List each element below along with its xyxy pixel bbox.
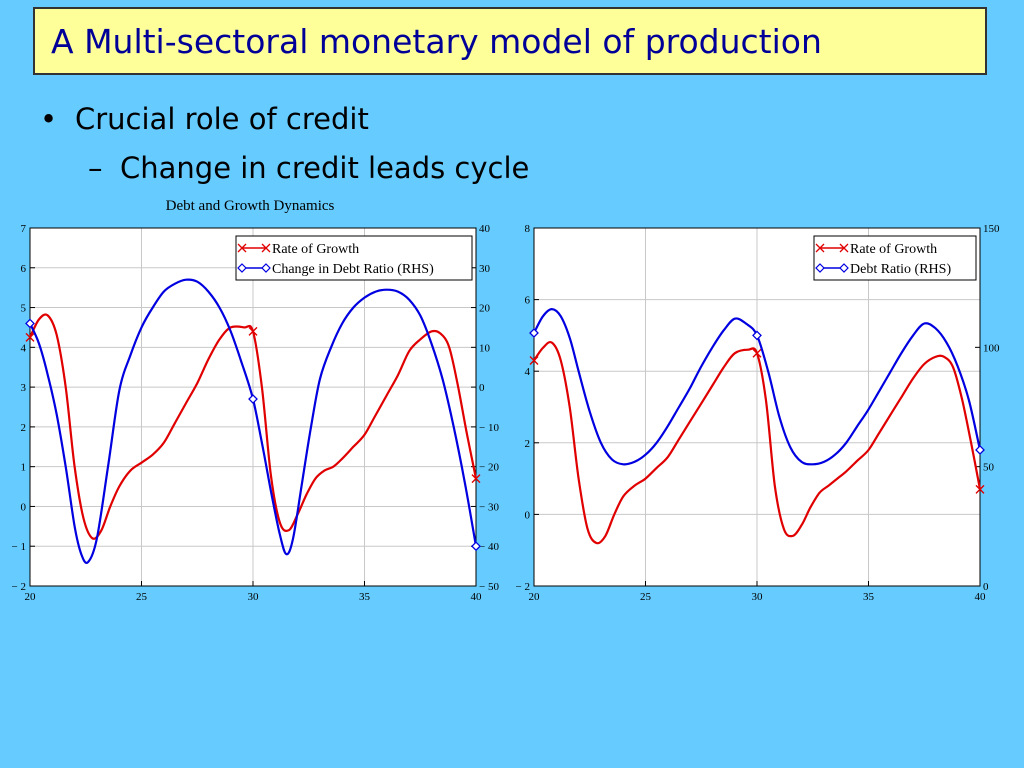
x-tick-label: 25 xyxy=(640,591,652,603)
data-point-marker xyxy=(752,330,762,341)
series-line xyxy=(533,307,982,466)
y-tick-label: 7 xyxy=(21,223,27,235)
x-tick-label: 40 xyxy=(975,591,987,603)
x-tick-label: 35 xyxy=(863,591,875,603)
y-right-tick-label: 150 xyxy=(983,223,1000,235)
legend-label: Rate of Growth xyxy=(272,242,359,257)
y-right-tick-label: 50 xyxy=(983,462,995,474)
figure-title: Debt and Growth Dynamics xyxy=(165,198,335,214)
legend-box xyxy=(235,235,473,281)
data-point-marker xyxy=(25,318,35,329)
x-tick-label: 25 xyxy=(136,591,148,603)
legend-label: Rate of Growth xyxy=(850,242,937,257)
y-right-tick-label: − 40 xyxy=(479,541,499,553)
y-tick-label: 2 xyxy=(525,438,531,450)
legend-label: Debt Ratio (RHS) xyxy=(850,262,951,277)
y-tick-label: 0 xyxy=(21,501,27,513)
data-point-marker xyxy=(975,445,985,455)
legend-marker xyxy=(237,243,247,253)
y-right-tick-label: 10 xyxy=(479,342,491,354)
y-tick-label: − 2 xyxy=(516,581,530,593)
y-tick-label: 5 xyxy=(21,303,27,315)
sub-bullet-text: Change in credit leads cycle xyxy=(120,151,530,185)
legend-label: Change in Debt Ratio (RHS) xyxy=(272,262,434,277)
x-tick-label: 30 xyxy=(752,591,764,603)
data-point-marker xyxy=(471,474,481,484)
title-box: A Multi-sectoral monetary model of produ… xyxy=(33,7,987,75)
y-right-tick-label: 0 xyxy=(479,382,485,394)
y-tick-label: − 2 xyxy=(12,581,26,593)
y-tick-label: 4 xyxy=(21,342,27,354)
y-right-tick-label: 100 xyxy=(983,342,1000,354)
y-right-tick-label: 30 xyxy=(479,263,491,275)
legend-marker xyxy=(815,263,825,273)
y-tick-label: 6 xyxy=(21,263,27,275)
x-tick-label: 40 xyxy=(471,591,483,603)
y-right-tick-label: − 50 xyxy=(479,581,499,593)
data-point-marker xyxy=(529,355,539,365)
sub-bullet-marker: – xyxy=(88,151,103,185)
slide-title: A Multi-sectoral monetary model of produ… xyxy=(51,22,822,61)
y-right-tick-label: 20 xyxy=(479,303,491,315)
y-tick-label: − 1 xyxy=(12,541,26,553)
data-point-marker xyxy=(975,484,985,494)
legend-box xyxy=(813,235,977,281)
series-line xyxy=(533,341,982,545)
data-point-marker xyxy=(752,348,762,358)
legend-marker xyxy=(261,263,271,273)
data-point-marker xyxy=(25,332,35,342)
data-point-marker xyxy=(248,326,258,336)
y-tick-label: 8 xyxy=(525,223,531,235)
y-tick-label: 2 xyxy=(21,422,27,434)
y-right-tick-label: − 30 xyxy=(479,501,499,513)
legend-marker xyxy=(815,243,825,253)
sub-bullet-item: – Change in credit leads cycle xyxy=(88,151,529,185)
y-tick-label: 1 xyxy=(21,462,27,474)
x-tick-label: 20 xyxy=(529,591,541,603)
y-tick-label: 4 xyxy=(525,366,531,378)
y-right-tick-label: − 10 xyxy=(479,422,499,434)
bullet-item: • Crucial role of credit xyxy=(40,102,369,136)
y-right-tick-label: 40 xyxy=(479,223,491,235)
bullet-marker: • xyxy=(40,102,58,136)
x-tick-label: 30 xyxy=(248,591,260,603)
legend-marker xyxy=(839,263,849,273)
y-tick-label: 6 xyxy=(525,295,531,307)
bullet-text: Crucial role of credit xyxy=(75,102,369,136)
y-tick-label: 0 xyxy=(525,509,531,521)
y-right-tick-label: − 20 xyxy=(479,462,499,474)
legend-marker xyxy=(839,243,849,253)
y-tick-label: 3 xyxy=(21,382,27,394)
data-point-marker xyxy=(471,541,481,552)
x-tick-label: 20 xyxy=(25,591,37,603)
data-point-marker xyxy=(529,328,539,338)
data-point-marker xyxy=(248,394,258,404)
y-right-tick-label: 0 xyxy=(983,581,989,593)
legend-marker xyxy=(237,263,247,273)
legend-marker xyxy=(261,243,271,253)
x-tick-label: 35 xyxy=(359,591,371,603)
